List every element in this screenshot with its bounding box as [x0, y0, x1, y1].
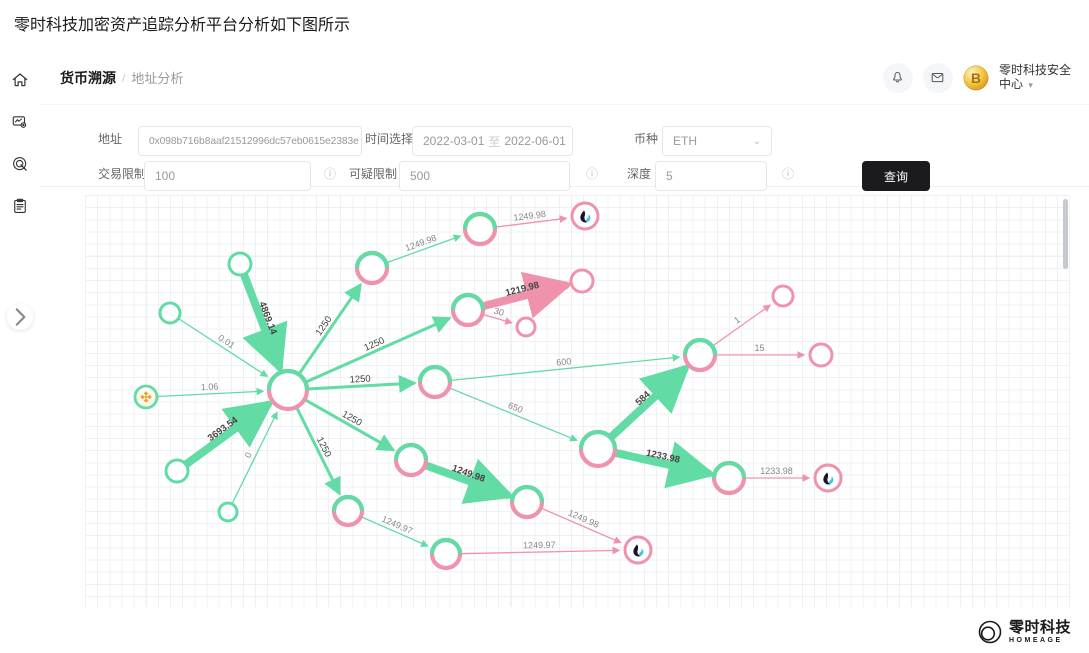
svg-text:15: 15 [754, 343, 764, 353]
svg-text:1250: 1250 [349, 374, 371, 386]
svg-text:1.06: 1.06 [201, 381, 219, 392]
svg-text:1: 1 [732, 315, 742, 326]
svg-text:1249.98: 1249.98 [513, 209, 547, 223]
svg-text:600: 600 [556, 356, 572, 367]
svg-text:B: B [971, 69, 981, 85]
svg-text:1249.97: 1249.97 [523, 540, 556, 551]
svg-text:1233.98: 1233.98 [760, 466, 793, 476]
svg-text:0.01: 0.01 [216, 333, 236, 351]
svg-text:0: 0 [243, 451, 254, 460]
svg-text:30: 30 [493, 306, 505, 318]
